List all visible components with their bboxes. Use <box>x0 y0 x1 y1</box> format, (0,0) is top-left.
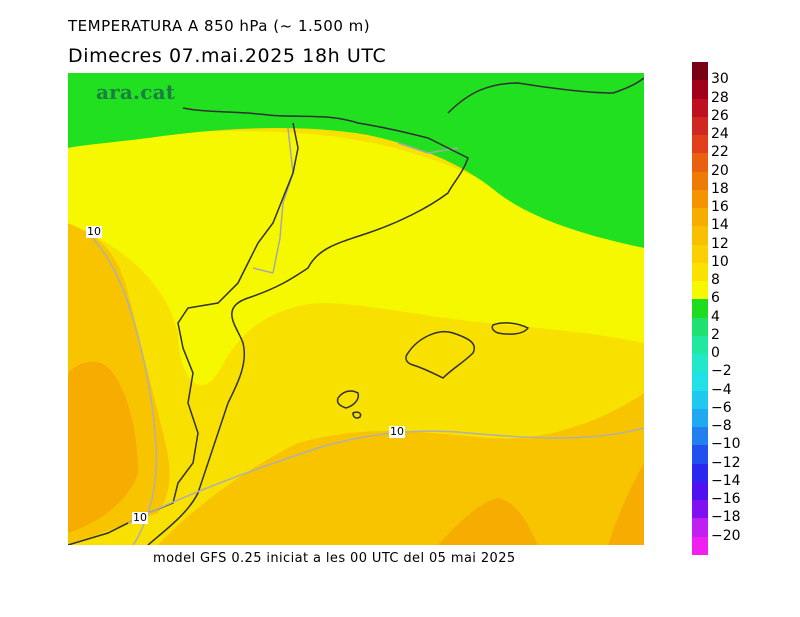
island-formentera <box>352 411 362 419</box>
colorbar-segment <box>692 500 708 519</box>
colorbar-segment <box>692 354 708 373</box>
colorbar-tick-label: 14 <box>711 217 729 234</box>
colorbar-segment <box>692 171 708 191</box>
colorbar-tick-label: −6 <box>711 399 732 416</box>
colorbar-tick-label: 22 <box>711 144 729 161</box>
colorbar-tick-label: 10 <box>711 253 729 270</box>
colorbar-segment <box>692 408 708 428</box>
colorbar-tick-label: −14 <box>711 472 741 489</box>
contour-label-10-west: 10 <box>86 225 102 238</box>
colorbar-tick-label: 30 <box>711 71 729 88</box>
field-6-8 <box>68 131 644 386</box>
colorbar-tick-label: 4 <box>711 308 720 325</box>
map-subtitle: Dimecres 07.mai.2025 18h UTC <box>68 45 387 67</box>
colorbar-segment <box>692 536 708 556</box>
ara-cat-logo: ara.cat <box>96 80 176 104</box>
colorbar-tick-label: 8 <box>711 272 720 288</box>
contour-label-10-south: 10 <box>389 425 405 438</box>
colorbar-tick-label: −18 <box>711 509 741 526</box>
colorbar-tick-label: 16 <box>711 199 729 215</box>
island-mallorca <box>405 331 475 379</box>
contour-label-10-southwest: 10 <box>132 511 148 524</box>
colorbar-tick-label: 18 <box>711 180 729 197</box>
colorbar-tick-label: −4 <box>711 381 732 398</box>
colorbar-tick-label: −10 <box>711 436 741 453</box>
colorbar-segment <box>692 244 708 264</box>
colorbar-segment <box>692 481 708 501</box>
island-menorca <box>491 322 530 335</box>
colorbar-segment <box>692 390 708 410</box>
colorbar-segment <box>692 116 708 136</box>
colorbar-segment <box>692 208 708 227</box>
colorbar-segment <box>692 518 708 538</box>
colorbar-segment <box>692 226 708 246</box>
colorbar-tick-label: −20 <box>711 527 741 544</box>
colorbar-segment <box>692 62 708 81</box>
colorbar-tick-label: −16 <box>711 491 741 507</box>
colorbar-segment <box>692 299 708 319</box>
colorbar-tick-label: −12 <box>711 454 741 471</box>
colorbar-tick-label: 26 <box>711 107 729 124</box>
border-lines <box>252 127 459 274</box>
colorbar-segment <box>692 427 708 446</box>
colorbar-segment <box>692 262 708 282</box>
colorbar-tick-label: 6 <box>711 290 720 307</box>
field-12-14-west <box>68 361 138 533</box>
colorbar-segment <box>692 135 708 154</box>
temperature-colorbar <box>692 62 708 556</box>
colorbar-tick-label: 24 <box>711 126 729 142</box>
colorbar-segment <box>692 189 708 209</box>
model-footer: model GFS 0.25 iniciat a les 00 UTC del … <box>153 551 516 566</box>
colorbar-tick-label: 20 <box>711 162 729 179</box>
isotherm-10-south <box>127 427 644 524</box>
coastline <box>147 107 469 545</box>
colorbar-tick-label: 2 <box>711 326 720 343</box>
colorbar-segment <box>692 153 708 173</box>
colorbar-tick-label: 0 <box>711 345 720 361</box>
colorbar-segment <box>692 98 708 118</box>
colorbar-segment <box>692 281 708 300</box>
colorbar-segment <box>692 372 708 392</box>
colorbar-segment <box>692 445 708 465</box>
colorbar-tick-label: −2 <box>711 363 732 380</box>
field-12-14-south <box>438 498 538 545</box>
border-west <box>68 122 299 545</box>
colorbar-tick-label: −8 <box>711 418 732 434</box>
colorbar-segment <box>692 317 708 337</box>
colorbar-segment <box>692 80 708 100</box>
island-ibiza <box>336 390 360 409</box>
field-10-12-south <box>158 393 644 545</box>
colorbar-tick-label: 28 <box>711 89 729 106</box>
map-title: TEMPERATURA A 850 hPa (~ 1.500 m) <box>68 17 371 35</box>
colorbar-segment <box>692 335 708 355</box>
field-12-14-se <box>608 463 644 545</box>
frontier <box>447 77 644 114</box>
temperature-map <box>68 73 644 545</box>
colorbar-tick-label: 12 <box>711 235 729 252</box>
field-4-6 <box>68 73 644 248</box>
colorbar-segment <box>692 463 708 483</box>
